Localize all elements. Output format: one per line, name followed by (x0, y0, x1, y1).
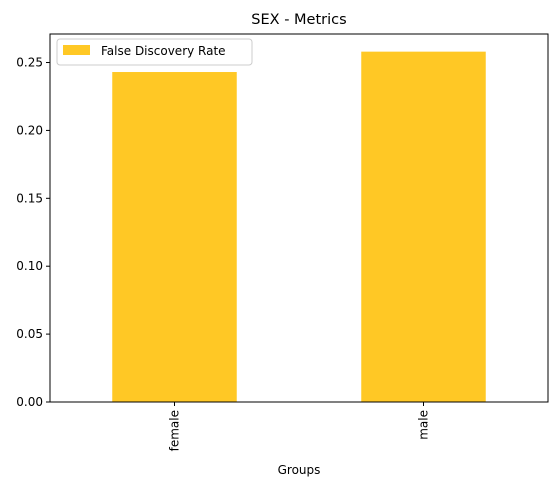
legend-swatch (63, 45, 90, 55)
x-tick-label: male (417, 410, 431, 440)
x-axis-label: Groups (278, 463, 321, 477)
legend-frame (56, 38, 253, 66)
chart-title: SEX - Metrics (251, 12, 346, 28)
legend-label: False Discovery Rate (101, 44, 226, 58)
y-tick-label: 0.05 (16, 327, 43, 341)
bar-female (112, 72, 237, 402)
x-tick-label: female (168, 410, 182, 451)
bars-group (112, 51, 486, 402)
plot-frame (49, 33, 549, 403)
legend: False Discovery Rate (56, 38, 253, 66)
y-tick-label: 0.25 (16, 56, 43, 70)
x-axis: female male (168, 402, 431, 451)
y-tick-label: 0.10 (16, 259, 43, 273)
y-tick-label: 0.20 (16, 123, 43, 137)
y-axis: 0.00 0.05 0.10 0.15 0.20 0.25 (16, 56, 50, 409)
bar-male (361, 51, 486, 402)
y-tick-label: 0.00 (16, 395, 43, 409)
y-tick-label: 0.15 (16, 191, 43, 205)
